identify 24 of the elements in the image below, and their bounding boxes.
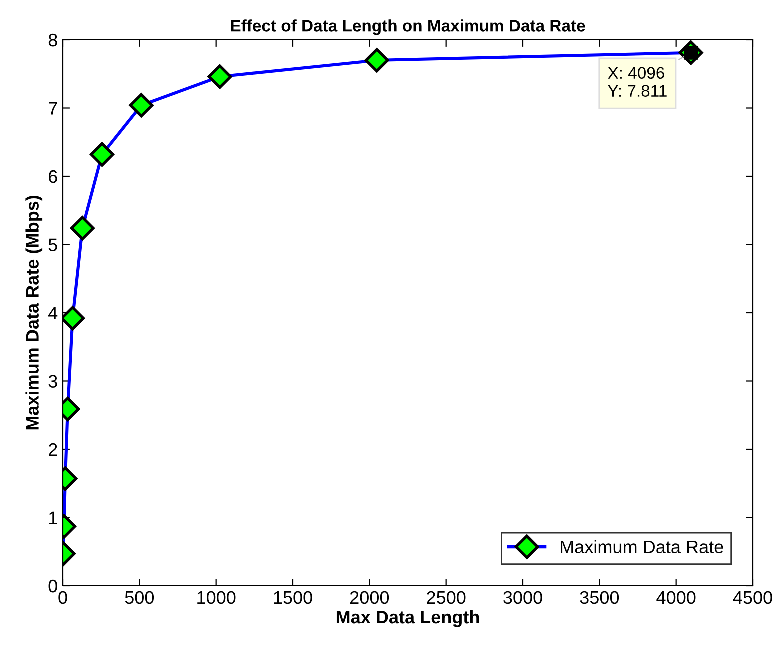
x-tick-label: 3000 [504,591,542,604]
chart-title: Effect of Data Length on Maximum Data Rate [231,20,586,36]
x-tick-label: 2500 [427,591,466,604]
y-tick-label: 4 [48,307,58,320]
y-tick-label: 0 [48,580,58,593]
y-tick-label: 8 [48,34,58,47]
annotation: X: 4096 Y: 7.811 [608,67,667,97]
x-axis-title: Max Data Length [336,610,480,628]
x-tick-label: 500 [125,591,154,604]
x-tick-label: 4500 [733,591,772,604]
x-tick-label: 1000 [198,591,236,604]
y-tick-label: 7 [49,102,58,115]
y-tick-label: 6 [49,170,58,184]
x-tick-label: 1500 [274,591,312,604]
x-tick-label: 0 [58,591,68,604]
x-tick-label: 3500 [580,591,620,604]
x-tick-label: 4000 [656,591,696,604]
y-tick-label: 1 [49,512,58,524]
y-axis-title: Maximum Data Rate (Mbps) [26,196,43,430]
y-tick-label: 3 [48,375,58,388]
x-tick-label: 2000 [350,591,390,604]
y-tick-label: 2 [49,443,58,456]
y-tick-label: 5 [48,238,58,252]
legend-label: Maximum Data Rate [561,540,724,554]
